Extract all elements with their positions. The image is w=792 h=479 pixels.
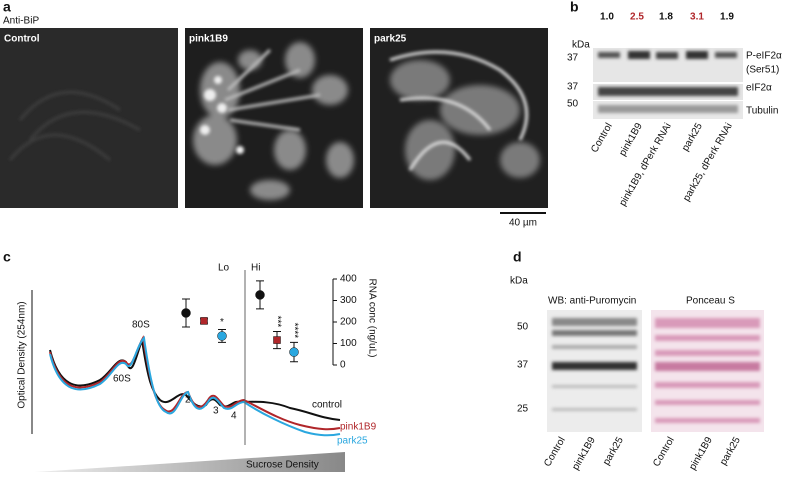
image-label: Control (4, 34, 40, 45)
lane-label: pink1B9 (570, 435, 598, 472)
data-point (255, 290, 265, 300)
trace-label: control (312, 400, 342, 411)
lane-label: Control (542, 435, 568, 468)
blot-title: WB: anti-Puromycin (548, 296, 636, 307)
trace-label: pink1B9 (340, 422, 377, 433)
data-point (217, 331, 227, 341)
western-blot (547, 310, 764, 432)
peak-label: 2 (185, 395, 191, 406)
lane-label: park25 (680, 121, 705, 153)
ratio-label: 2.5 (630, 12, 644, 23)
lane-label: Control (589, 121, 615, 154)
ratio-label: 1.0 (600, 12, 614, 23)
lane-label: park25 (601, 435, 626, 467)
panel-letter: c (3, 249, 11, 265)
band-label: eIF2α (746, 83, 772, 94)
trace-label: park25 (337, 436, 368, 447)
band-label: (Ser51) (746, 65, 779, 76)
blot-title: Ponceau S (686, 296, 735, 307)
ratio-label: 1.8 (659, 12, 673, 23)
rna-tick-label: 300 (340, 295, 357, 306)
peak-label: 60S (113, 374, 131, 385)
micrograph (370, 28, 548, 208)
panel-letter: b (570, 0, 579, 15)
lane-label: pink1B9, dPerk RNAi (617, 121, 673, 208)
data-point (289, 347, 299, 357)
band-label: P-eIF2α (746, 51, 782, 62)
fraction-label: Lo (218, 263, 230, 274)
panel-letter: d (513, 249, 522, 265)
peak-label: 80S (132, 320, 150, 331)
marker-label: 25 (517, 404, 529, 415)
marker-label: 50 (517, 322, 529, 333)
peak-label: 3 (213, 406, 219, 417)
band-label: Tubulin (746, 106, 778, 117)
rna-tick-label: 400 (340, 274, 357, 285)
ratio-label: 3.1 (690, 12, 704, 23)
lane-label: pink1B9 (687, 435, 715, 472)
marker-label: 37 (567, 82, 579, 93)
data-point (181, 308, 191, 318)
fraction-label: Hi (251, 263, 260, 274)
data-point (200, 317, 208, 325)
peak-label: 4 (231, 411, 237, 422)
rna-axis-label: RNA conc (ng/uL) (366, 279, 377, 358)
significance: **** (288, 323, 299, 339)
image-label: pink1B9 (189, 34, 228, 45)
significance: * (220, 317, 224, 328)
marker-label: 37 (567, 53, 579, 64)
panel-letter: a (3, 0, 11, 15)
lane-label: park25 (718, 435, 743, 467)
micrograph (0, 28, 178, 208)
rna-tick-label: 0 (340, 360, 346, 371)
data-point (273, 336, 281, 344)
rna-tick-label: 100 (340, 338, 357, 349)
lane-label: Control (651, 435, 677, 468)
rna-tick-label: 200 (340, 317, 357, 328)
x-axis-label: Sucrose Density (246, 460, 319, 471)
kda-label: kDa (572, 40, 590, 51)
image-label: park25 (374, 34, 407, 45)
significance: *** (271, 316, 282, 328)
od-traces (49, 335, 341, 437)
scale-bar-label: 40 µm (509, 218, 537, 229)
stain-label: Anti-BiP (3, 16, 39, 27)
western-blot (593, 48, 743, 119)
gradient-triangle (35, 452, 345, 472)
lane-label: pink1B9 (617, 121, 645, 158)
ratio-label: 1.9 (720, 12, 734, 23)
y-axis-label: Optical Density (254nm) (17, 301, 28, 408)
kda-label: kDa (510, 276, 528, 287)
marker-label: 50 (567, 99, 579, 110)
marker-label: 37 (517, 360, 529, 371)
micrograph (185, 28, 363, 208)
